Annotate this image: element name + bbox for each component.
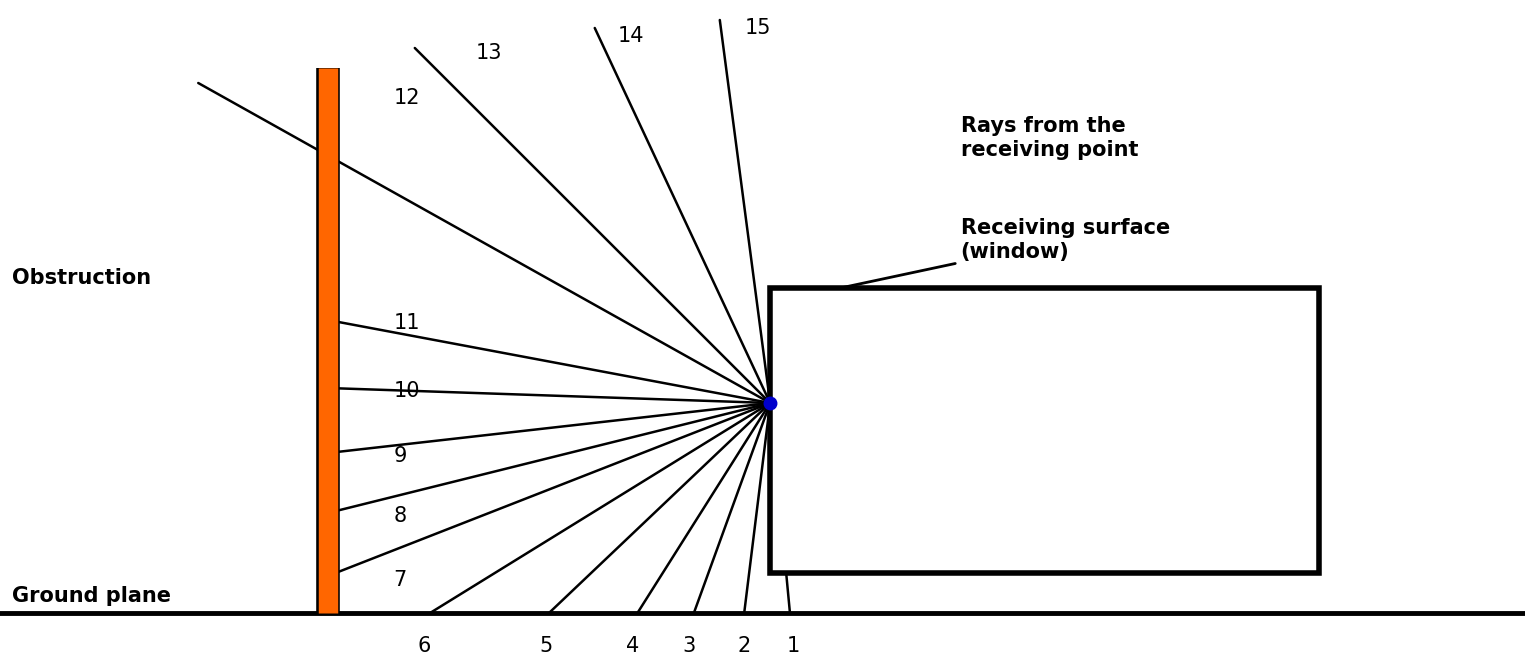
- Bar: [770, 288, 1319, 573]
- Text: Ground plane: Ground plane: [12, 586, 171, 606]
- Text: 4: 4: [627, 636, 639, 656]
- Text: 15: 15: [744, 18, 770, 38]
- Text: 11: 11: [393, 313, 419, 333]
- Text: Receiving surface
(window): Receiving surface (window): [776, 218, 1170, 305]
- Text: 3: 3: [683, 636, 695, 656]
- Text: 9: 9: [393, 446, 407, 466]
- Text: 1: 1: [787, 636, 799, 656]
- Text: 8: 8: [393, 506, 407, 526]
- Text: 6: 6: [418, 636, 430, 656]
- Text: 13: 13: [476, 43, 502, 63]
- Text: Rays from the
receiving point: Rays from the receiving point: [961, 116, 1138, 160]
- Text: Obstruction: Obstruction: [12, 268, 151, 288]
- Text: 14: 14: [618, 26, 644, 46]
- Text: 12: 12: [393, 88, 419, 108]
- Text: 7: 7: [393, 570, 407, 590]
- Text: 2: 2: [738, 636, 750, 656]
- Text: 10: 10: [393, 381, 419, 401]
- Text: 5: 5: [540, 636, 552, 656]
- Text: One of the
window's
receiving points: One of the window's receiving points: [787, 399, 1151, 471]
